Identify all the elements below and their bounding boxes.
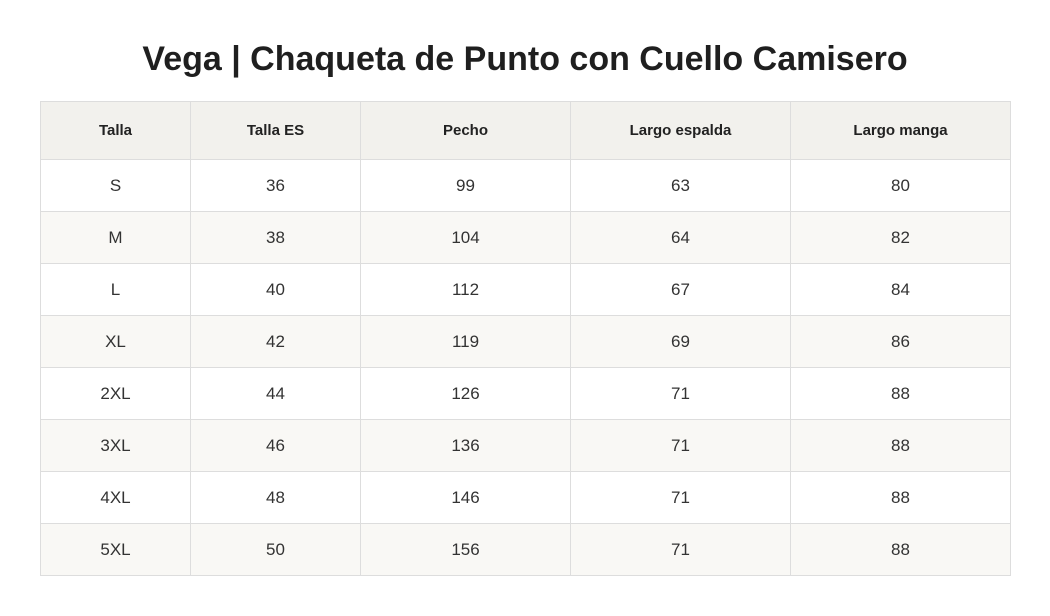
cell-pecho: 126 (360, 367, 571, 420)
cell-largo-manga: 88 (790, 419, 1011, 472)
table-row: M 38 104 64 82 (40, 211, 1011, 264)
cell-largo-espalda: 63 (570, 159, 791, 212)
cell-talla-es: 40 (190, 263, 361, 316)
table-row: 3XL 46 136 71 88 (40, 419, 1011, 472)
cell-talla-es: 38 (190, 211, 361, 264)
column-header-talla-es: Talla ES (190, 101, 361, 160)
cell-largo-espalda: 67 (570, 263, 791, 316)
cell-talla-es: 44 (190, 367, 361, 420)
cell-largo-manga: 88 (790, 523, 1011, 576)
cell-talla: S (40, 159, 191, 212)
cell-largo-manga: 88 (790, 471, 1011, 524)
cell-talla-es: 46 (190, 419, 361, 472)
cell-talla: XL (40, 315, 191, 368)
table-row: S 36 99 63 80 (40, 159, 1011, 212)
cell-talla-es: 36 (190, 159, 361, 212)
cell-talla: M (40, 211, 191, 264)
header-row: Talla Talla ES Pecho Largo espalda Largo… (40, 101, 1011, 160)
table-body: S 36 99 63 80 M 38 104 64 82 L 40 112 67… (40, 159, 1011, 576)
cell-largo-manga: 80 (790, 159, 1011, 212)
cell-talla-es: 48 (190, 471, 361, 524)
cell-largo-espalda: 71 (570, 471, 791, 524)
cell-pecho: 112 (360, 263, 571, 316)
cell-largo-manga: 84 (790, 263, 1011, 316)
table-row: L 40 112 67 84 (40, 263, 1011, 316)
cell-pecho: 156 (360, 523, 571, 576)
cell-pecho: 119 (360, 315, 571, 368)
cell-pecho: 104 (360, 211, 571, 264)
cell-largo-manga: 88 (790, 367, 1011, 420)
table-row: 5XL 50 156 71 88 (40, 523, 1011, 576)
table-row: XL 42 119 69 86 (40, 315, 1011, 368)
table-row: 4XL 48 146 71 88 (40, 471, 1011, 524)
cell-talla: 5XL (40, 523, 191, 576)
column-header-pecho: Pecho (360, 101, 571, 160)
cell-talla: 4XL (40, 471, 191, 524)
cell-largo-manga: 86 (790, 315, 1011, 368)
cell-talla: 3XL (40, 419, 191, 472)
cell-largo-espalda: 71 (570, 419, 791, 472)
cell-talla: L (40, 263, 191, 316)
cell-largo-manga: 82 (790, 211, 1011, 264)
table-header: Talla Talla ES Pecho Largo espalda Largo… (40, 101, 1011, 160)
cell-talla-es: 42 (190, 315, 361, 368)
page-title: Vega | Chaqueta de Punto con Cuello Cami… (142, 40, 908, 78)
table-row: 2XL 44 126 71 88 (40, 367, 1011, 420)
cell-talla: 2XL (40, 367, 191, 420)
column-header-talla: Talla (40, 101, 191, 160)
cell-largo-espalda: 69 (570, 315, 791, 368)
cell-talla-es: 50 (190, 523, 361, 576)
cell-pecho: 99 (360, 159, 571, 212)
cell-largo-espalda: 71 (570, 523, 791, 576)
column-header-largo-manga: Largo manga (790, 101, 1011, 160)
size-chart-table: Talla Talla ES Pecho Largo espalda Largo… (40, 101, 1011, 576)
column-header-largo-espalda: Largo espalda (570, 101, 791, 160)
cell-pecho: 136 (360, 419, 571, 472)
cell-pecho: 146 (360, 471, 571, 524)
cell-largo-espalda: 64 (570, 211, 791, 264)
cell-largo-espalda: 71 (570, 367, 791, 420)
